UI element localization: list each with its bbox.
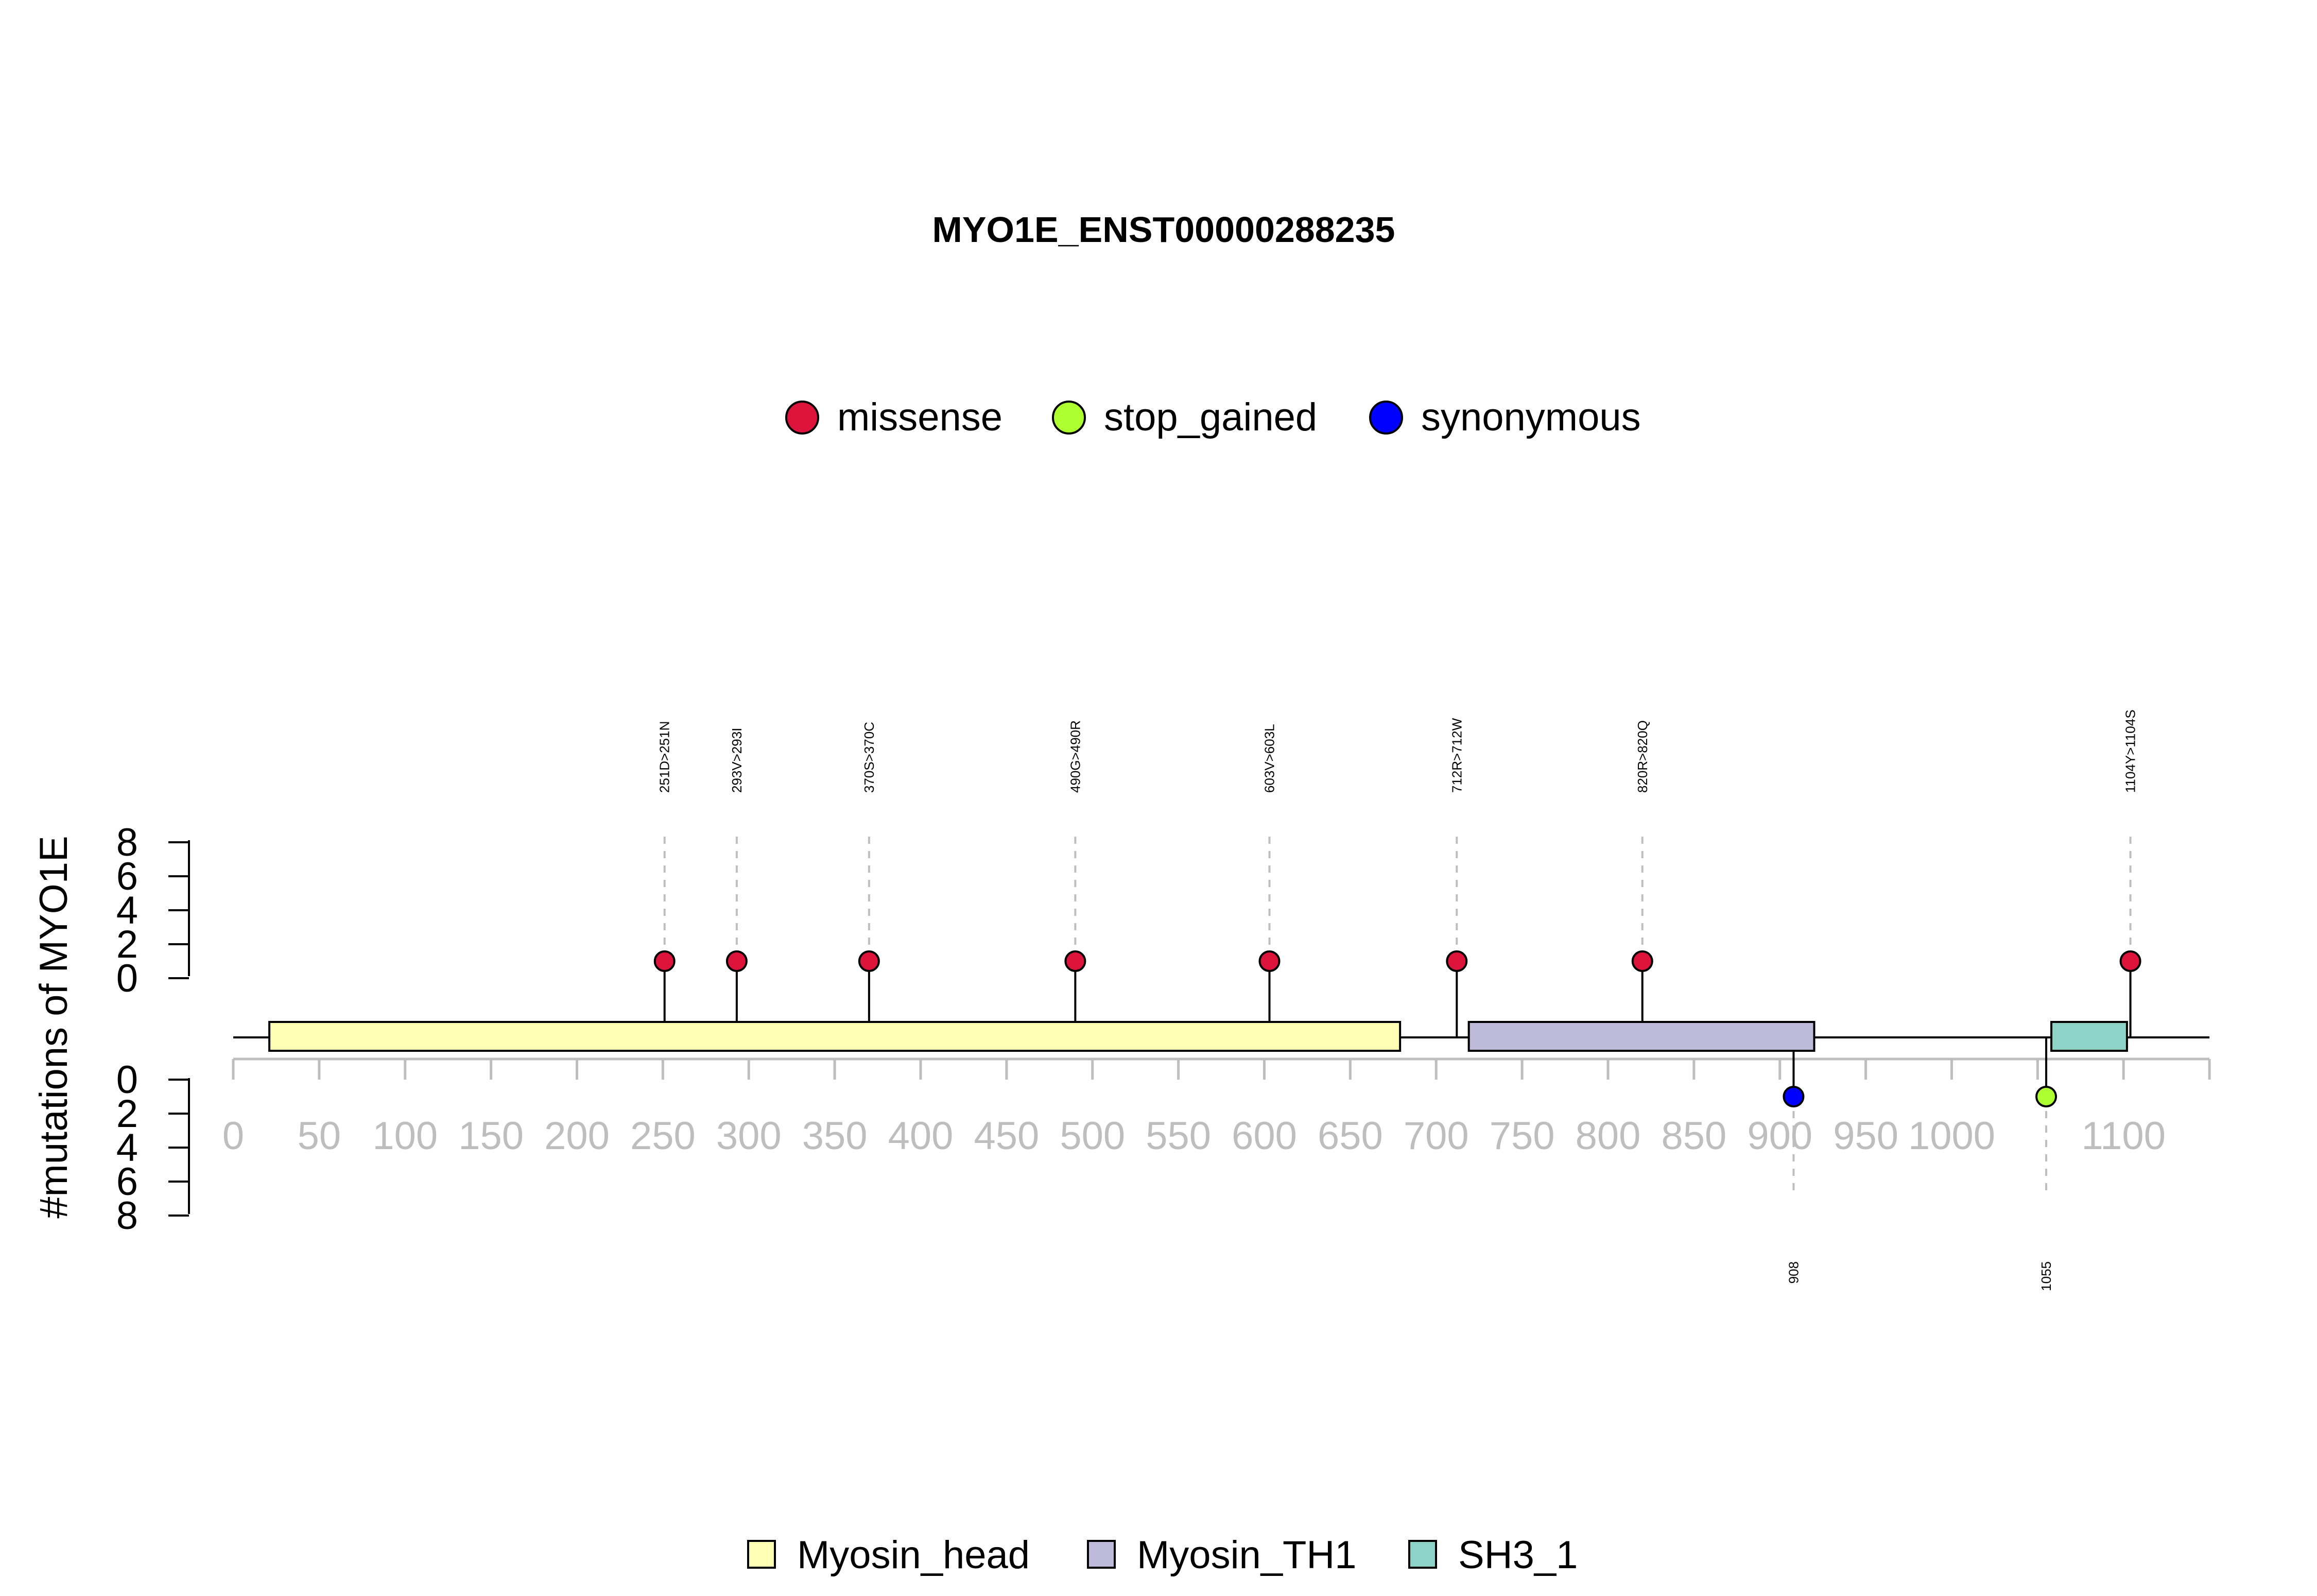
x-tick-label: 1100 (2082, 1114, 2166, 1158)
y-tick-label-bottom: 0 (116, 1058, 138, 1102)
mutation-label: 820R>820Q (1635, 720, 1650, 793)
y-tick-label-bottom: 2 (116, 1092, 138, 1136)
x-tick-label: 50 (298, 1114, 341, 1158)
legend-label-Myosin_head: Myosin_head (797, 1533, 1030, 1577)
legend-label-synonymous: synonymous (1421, 395, 1641, 439)
legend-label-missense: missense (837, 395, 1002, 439)
x-tick-label: 400 (888, 1114, 954, 1158)
legend-marker-stop_gained (1052, 401, 1086, 435)
x-tick-label: 350 (802, 1114, 868, 1158)
mutation-point-1055 (2035, 1086, 2057, 1107)
x-tick-label: 100 (372, 1114, 438, 1158)
domain-SH3_1 (2050, 1021, 2128, 1052)
x-tick-label: 600 (1232, 1114, 1297, 1158)
mutation-label: 1055 (2038, 1261, 2054, 1291)
mutation-point-1104 (2119, 950, 2141, 972)
mutation-point-908 (1783, 1086, 1805, 1107)
protein-domains (268, 1021, 2128, 1052)
domain-legend: Myosin_head Myosin_TH1 SH3_1 (747, 1533, 1578, 1577)
x-tick-label: 1000 (1908, 1114, 1995, 1158)
y-tick-label-bottom: 4 (116, 1126, 138, 1170)
mutation-point-293 (725, 950, 748, 972)
mutation-label: 603V>603L (1262, 724, 1277, 793)
y-tick-label-bottom: 8 (116, 1194, 138, 1238)
x-tick-label: 150 (458, 1114, 524, 1158)
x-tick-label: 250 (630, 1114, 696, 1158)
x-tick-label: 750 (1490, 1114, 1555, 1158)
x-tick-label: 500 (1060, 1114, 1125, 1158)
mutation-label: 490G>490R (1067, 720, 1083, 793)
y-tick-label-bottom: 6 (116, 1160, 138, 1204)
mutation-label: 251D>251N (657, 721, 672, 793)
mutation-labels: 251D>251N 293V>293I 370S>370C 490G>490R 603V… (657, 709, 2138, 1291)
y-tick-label-top: 6 (116, 855, 138, 898)
x-tick-label: 900 (1747, 1114, 1812, 1158)
legend-label-SH3_1: SH3_1 (1458, 1533, 1578, 1577)
x-tick-label: 650 (1318, 1114, 1383, 1158)
legend-label-Myosin_TH1: Myosin_TH1 (1137, 1533, 1357, 1577)
mutation-point-490 (1064, 950, 1086, 972)
domain-Myosin_head (268, 1021, 1402, 1052)
x-tick-label: 950 (1833, 1114, 1898, 1158)
y-axis-label: #mutations of MYO1E (32, 836, 76, 1218)
x-tick-label: 550 (1146, 1114, 1211, 1158)
legend-swatch-Myosin_TH1 (1087, 1540, 1116, 1569)
y-tick-label-top: 2 (116, 923, 138, 966)
y-tick-label-top: 8 (116, 821, 138, 864)
legend-marker-missense (785, 401, 819, 435)
x-tick-label: 850 (1661, 1114, 1726, 1158)
legend-marker-synonymous (1369, 401, 1403, 435)
mutation-label: 908 (1786, 1261, 1801, 1283)
y-tick-label-top: 0 (116, 957, 138, 1000)
mutation-label: 370S>370C (861, 722, 877, 793)
mutation-point-712 (1446, 950, 1468, 972)
legend-swatch-SH3_1 (1408, 1540, 1437, 1569)
mutation-type-legend: missense stop_gained synonymous (785, 395, 1641, 439)
mutation-point-370 (858, 950, 880, 972)
x-tick-label: 0 (222, 1114, 244, 1158)
chart-title: MYO1E_ENST00000288235 (932, 210, 1395, 250)
mutation-point-820 (1631, 950, 1653, 972)
x-tick-label: 200 (544, 1114, 610, 1158)
x-tick-label: 300 (716, 1114, 782, 1158)
x-tick-label: 450 (974, 1114, 1039, 1158)
x-tick-label: 700 (1404, 1114, 1469, 1158)
legend-swatch-Myosin_head (747, 1540, 776, 1569)
domain-Myosin_TH1 (1467, 1021, 1815, 1052)
mutation-label: 712R>712W (1449, 718, 1464, 793)
y-tick-label-top: 4 (116, 889, 138, 932)
x-tick-label: 800 (1576, 1114, 1641, 1158)
mutation-point-251 (653, 950, 676, 972)
mutation-label: 293V>293I (729, 727, 745, 793)
mutation-points (653, 950, 2141, 1107)
mutation-label: 1104Y>1104S (2123, 709, 2138, 793)
legend-label-stop_gained: stop_gained (1104, 395, 1317, 439)
mutation-point-603 (1258, 950, 1281, 972)
